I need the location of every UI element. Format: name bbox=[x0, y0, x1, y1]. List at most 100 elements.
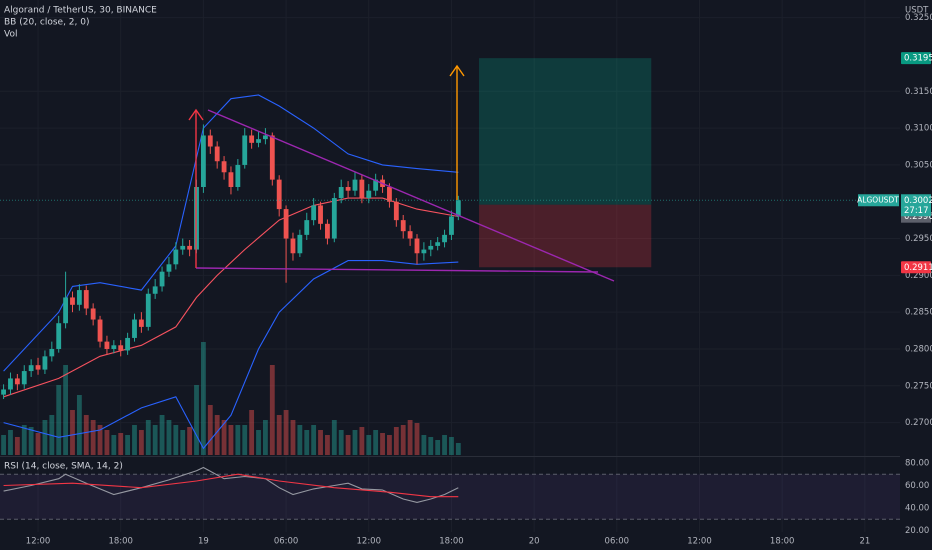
rsi-tick-label: 60.00 bbox=[905, 481, 929, 491]
last-price-box bbox=[901, 194, 931, 217]
volume-bar bbox=[442, 435, 447, 455]
candle-body bbox=[35, 365, 41, 370]
volume-bar bbox=[111, 435, 117, 455]
symbol-box bbox=[858, 194, 899, 207]
arrow-head bbox=[188, 108, 204, 121]
stop-label: 0.2911 bbox=[904, 263, 932, 273]
candle-body bbox=[387, 187, 392, 202]
y-tick-label: 0.2950 bbox=[905, 234, 932, 244]
volume-bar bbox=[276, 415, 282, 455]
candle-body bbox=[400, 220, 406, 232]
candle-body bbox=[338, 187, 344, 199]
volume-bar bbox=[393, 427, 399, 455]
volume-bar bbox=[125, 435, 131, 455]
rsi-line bbox=[3, 473, 459, 498]
volume-bar bbox=[97, 425, 103, 455]
volume-bar bbox=[70, 410, 75, 455]
loss-zone bbox=[479, 204, 652, 268]
drawings bbox=[188, 64, 615, 282]
x-tick-label: 19 bbox=[198, 537, 209, 547]
volume-bar bbox=[194, 385, 199, 455]
candle-body bbox=[262, 135, 268, 140]
rsi-tick-label: 80.00 bbox=[905, 458, 929, 468]
entry-label: 0.2996 bbox=[904, 212, 932, 222]
candle-body bbox=[414, 238, 420, 254]
candle-body bbox=[345, 187, 351, 191]
candle-body bbox=[393, 201, 399, 221]
volume-bar bbox=[249, 410, 255, 455]
volume-bar bbox=[214, 415, 220, 455]
candle-body bbox=[166, 264, 172, 272]
x-tick-label: 18:00 bbox=[439, 537, 464, 547]
candle-body bbox=[304, 220, 310, 235]
volume-bar bbox=[325, 435, 330, 455]
volume-bar bbox=[83, 415, 89, 455]
target-label: 0.3195 bbox=[904, 54, 932, 64]
x-tick-label: 12:00 bbox=[687, 537, 712, 547]
volume-bar bbox=[428, 437, 434, 455]
candle-body bbox=[125, 337, 131, 351]
volume-bar bbox=[242, 425, 248, 455]
x-tick-label: 18:00 bbox=[108, 537, 133, 547]
candle-body bbox=[435, 242, 441, 246]
volume-bar bbox=[421, 435, 427, 455]
volume-bar bbox=[304, 430, 310, 455]
candle-body bbox=[228, 172, 234, 188]
candle-body bbox=[76, 290, 82, 305]
candle-body bbox=[118, 345, 124, 351]
support-line bbox=[195, 267, 599, 273]
volume-bar bbox=[235, 425, 241, 455]
volume-bar bbox=[187, 427, 193, 455]
candle-body bbox=[283, 209, 289, 239]
x-tick-label: 20 bbox=[529, 537, 540, 547]
candle-body bbox=[331, 198, 337, 239]
candle-body bbox=[159, 271, 165, 287]
candle-body bbox=[1, 389, 6, 395]
candle-body bbox=[256, 139, 261, 143]
volume-bar bbox=[104, 430, 110, 455]
volume-bar bbox=[132, 425, 137, 455]
candle-body bbox=[428, 245, 434, 250]
indicator-label: Vol bbox=[4, 30, 17, 40]
candle-body bbox=[455, 200, 461, 217]
candle-body bbox=[311, 205, 317, 221]
candle-body bbox=[407, 231, 413, 239]
volume-bar bbox=[166, 420, 172, 455]
volume-bar bbox=[76, 395, 82, 455]
rsi-tick-label: 20.00 bbox=[905, 526, 929, 536]
x-tick-label: 06:00 bbox=[605, 537, 630, 547]
candle-body bbox=[132, 319, 137, 338]
candle-body bbox=[249, 135, 255, 143]
y-tick-label: 0.2750 bbox=[905, 381, 932, 391]
candle-body bbox=[221, 161, 227, 173]
candle-body bbox=[352, 179, 358, 191]
candle-body bbox=[449, 216, 454, 235]
rsi-tick-label: 40.00 bbox=[905, 504, 929, 514]
volume-bar bbox=[63, 365, 69, 455]
candle-body bbox=[207, 135, 213, 147]
volume-bar bbox=[359, 427, 365, 455]
volume-bar bbox=[338, 430, 344, 455]
x-tick-label: 06:00 bbox=[274, 537, 299, 547]
price-axis bbox=[900, 0, 932, 550]
rsi-title: RSI (14, close, SMA, 14, 2) bbox=[4, 462, 123, 472]
volume-bar bbox=[256, 430, 261, 455]
candle-body bbox=[235, 164, 241, 188]
bollinger-line bbox=[3, 260, 459, 450]
candle-body bbox=[83, 290, 89, 309]
volume-bar bbox=[173, 425, 179, 455]
candle-body bbox=[8, 378, 13, 390]
volume-bar bbox=[400, 425, 406, 455]
candle-body bbox=[276, 179, 282, 210]
candle-body bbox=[63, 297, 69, 324]
volume-bar bbox=[455, 443, 461, 455]
volume-bar bbox=[345, 435, 351, 455]
volume-bar bbox=[228, 425, 234, 455]
candle-body bbox=[14, 378, 20, 385]
volume-bar bbox=[207, 405, 213, 455]
candle-body bbox=[214, 146, 220, 162]
x-tick-label: 21 bbox=[859, 537, 870, 547]
candle-body bbox=[21, 371, 27, 385]
